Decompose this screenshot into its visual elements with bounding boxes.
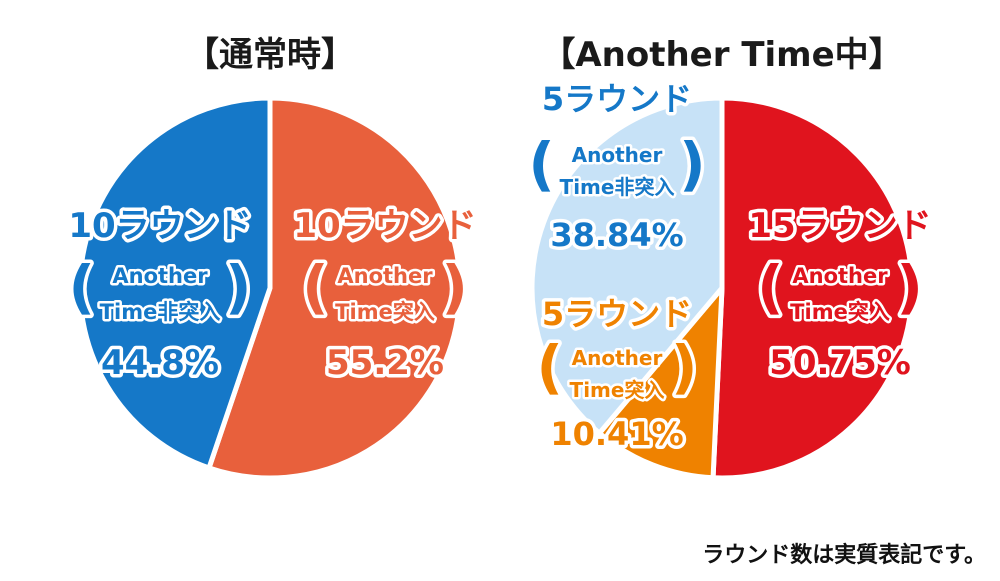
slice-desc-line: Time非突入 — [560, 175, 675, 199]
slice-desc-line: Time突入 — [570, 378, 665, 402]
right-paren-mark: ) — [679, 130, 706, 198]
chart-title: 【通常時】 — [185, 35, 355, 75]
slice-percent-label: 38.84% — [550, 216, 683, 254]
slice-label: 15ラウンド Another Time突入 50.75% () — [745, 203, 935, 387]
slice-desc-line: Time突入 — [790, 300, 890, 324]
slice-round-label: 15ラウンド — [748, 206, 931, 246]
footnote: ラウンド数は実質表記です。 — [702, 543, 986, 568]
chart-title: 【Another Time中】 — [541, 35, 902, 75]
slice-label: 5ラウンド Another Time突入 10.41% () — [533, 292, 701, 457]
slice-round-label: 5ラウンド — [542, 80, 692, 118]
pie-slice — [596, 285, 725, 481]
slice-desc-line: Another — [112, 264, 208, 288]
pie-chart-1 — [77, 95, 463, 481]
left-paren-mark: ( — [68, 253, 95, 321]
slice-desc-line: Another — [337, 264, 433, 288]
right-paren-mark: ) — [896, 253, 923, 321]
slice-percent-label: 55.2% — [326, 343, 444, 383]
left-paren-mark: ( — [757, 253, 784, 321]
left-paren-mark: ( — [528, 130, 555, 198]
pie-chart-2 — [529, 95, 915, 481]
pie-slice — [77, 95, 273, 471]
slice-percent-label: 44.8% — [101, 343, 219, 383]
right-paren-mark: ) — [441, 253, 468, 321]
pie-slice — [529, 95, 725, 436]
slice-desc-line: Another — [792, 264, 888, 288]
pie-slice — [710, 95, 915, 481]
slice-percent-label: 10.41% — [550, 415, 683, 453]
slice-percent-label: 50.75% — [769, 343, 911, 383]
slice-desc-line: Time非突入 — [100, 300, 221, 324]
right-paren-mark: ) — [671, 333, 698, 401]
left-paren-mark: ( — [302, 253, 329, 321]
slice-desc-line: Another — [572, 143, 663, 167]
left-paren-mark: ( — [537, 333, 564, 401]
right-paren-mark: ) — [225, 253, 252, 321]
slice-desc-line: Another — [572, 346, 663, 370]
slice-round-label: 5ラウンド — [542, 295, 692, 333]
slice-label: 5ラウンド Another Time非突入 38.84% () — [525, 77, 709, 258]
slice-round-label: 10ラウンド — [68, 206, 251, 246]
slice-round-label: 10ラウンド — [293, 206, 476, 246]
slice-desc-line: Time突入 — [335, 300, 435, 324]
slice-label: 10ラウンド Another Time突入 55.2% () — [290, 203, 480, 387]
slice-label: 10ラウンド Another Time非突入 44.8%() — [65, 203, 255, 387]
